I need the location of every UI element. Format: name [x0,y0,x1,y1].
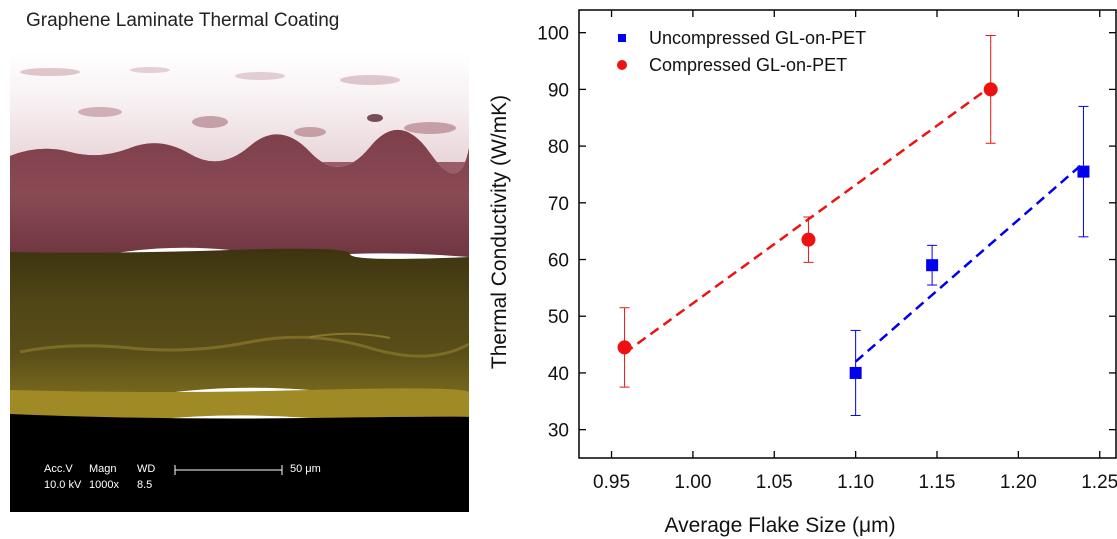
sem-wd-value: 8.5 [137,479,153,491]
sem-magn-label: Magn [89,463,117,475]
sem-scale-bar [174,465,283,475]
y-tick-label: 50 [548,307,569,328]
x-tick-label: 1.15 [919,472,956,493]
sem-panel-title: Graphene Laminate Thermal Coating [26,10,340,31]
legend-marker-square [618,34,626,42]
chart-legend: Uncompressed GL-on-PET Compressed GL-on-P… [617,28,866,75]
x-tick-label: 1.10 [837,472,874,493]
sem-wd-label: WD [137,463,156,475]
axis-ticks: 0.95 1.00 1.05 1.10 1.15 1.20 1.25 30 40 50 60 70 80… [537,10,1117,493]
y-tick-label: 40 [548,364,569,385]
sem-cross-section-image: Acc.V Magn WD 10.0 kV 1000x 8.5 50 μm [10,52,469,512]
x-tick-label: 1.25 [1081,472,1117,493]
legend-marker-circle [617,60,627,70]
data-point-circle [801,232,816,247]
data-point-square [1077,165,1090,178]
data-point-circle [617,340,632,355]
fit-lines [623,85,1085,363]
fit-line-1 [623,85,992,355]
sem-acc-label: Acc.V [44,463,73,475]
legend-label: Compressed GL-on-PET [649,55,847,75]
y-tick-label: 80 [548,137,569,158]
plot-border [578,9,1117,459]
fit-line-0 [854,162,1085,363]
y-tick-label: 30 [548,421,569,442]
error-bars [619,35,1089,416]
x-axis-label: Average Flake Size (μm) [664,514,895,537]
y-tick-label: 100 [537,24,569,45]
thermal-conductivity-chart: 0.95 1.00 1.05 1.10 1.15 1.20 1.25 30 40 50 60 70 80… [488,9,1117,537]
x-tick-label: 1.05 [756,472,793,493]
x-tick-label: 0.95 [593,472,630,493]
y-axis-label: Thermal Conductivity (W/mK) [488,95,511,369]
x-tick-label: 1.00 [674,472,711,493]
x-tick-label: 1.20 [1000,472,1037,493]
data-markers [617,82,1090,379]
sem-magn-value: 1000x [89,479,119,491]
y-tick-label: 60 [548,251,569,272]
sem-acc-value: 10.0 kV [44,479,82,491]
legend-label: Uncompressed GL-on-PET [649,28,866,48]
y-tick-label: 90 [548,80,569,101]
plot-frame [578,9,1117,459]
sem-scale-label: 50 μm [290,463,321,475]
y-tick-label: 70 [548,194,569,215]
data-point-circle [983,82,998,97]
data-point-square [926,259,939,272]
sem-micrograph [10,52,469,512]
data-point-square [849,366,862,379]
